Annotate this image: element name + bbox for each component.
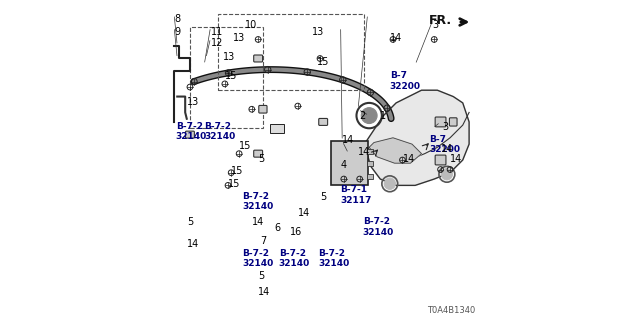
Text: 1: 1 (380, 111, 387, 121)
Text: 3: 3 (442, 122, 448, 132)
Text: 14: 14 (450, 154, 462, 164)
Text: B-7
32200: B-7 32200 (390, 71, 420, 91)
Bar (218, 14, 364, 90)
FancyBboxPatch shape (253, 150, 262, 157)
Text: T0A4B1340: T0A4B1340 (427, 307, 476, 316)
Text: 3: 3 (433, 20, 439, 30)
Text: 5: 5 (258, 271, 264, 281)
FancyBboxPatch shape (319, 118, 328, 125)
Polygon shape (369, 138, 422, 163)
Text: B-7-1
32117: B-7-1 32117 (340, 185, 372, 205)
Circle shape (441, 169, 452, 180)
Circle shape (361, 108, 377, 124)
FancyBboxPatch shape (186, 131, 195, 138)
Polygon shape (364, 90, 469, 185)
Text: 11: 11 (211, 27, 223, 37)
Text: 5: 5 (320, 192, 326, 202)
Text: 14: 14 (258, 287, 270, 297)
Text: 5: 5 (187, 217, 193, 227)
Bar (270, 124, 284, 133)
Text: B-7-2
32140: B-7-2 32140 (204, 122, 236, 141)
Text: 14: 14 (342, 135, 355, 145)
Text: 7: 7 (260, 236, 266, 246)
Text: 13: 13 (233, 33, 245, 43)
Text: 15: 15 (228, 179, 241, 189)
Text: 15: 15 (225, 71, 237, 81)
Text: 15: 15 (231, 166, 244, 176)
Text: 16: 16 (290, 227, 302, 236)
Text: 14: 14 (358, 147, 371, 157)
Text: 14: 14 (298, 208, 310, 218)
Bar (367, 174, 372, 179)
FancyBboxPatch shape (331, 141, 367, 185)
Text: 14: 14 (390, 33, 402, 43)
Text: 6: 6 (274, 223, 280, 234)
Bar (190, 27, 263, 128)
Text: 13: 13 (223, 52, 236, 62)
Text: B-7-2
32140: B-7-2 32140 (279, 249, 310, 268)
Text: 14: 14 (440, 144, 452, 154)
Text: 5: 5 (258, 154, 264, 164)
Text: 14: 14 (252, 217, 264, 227)
Text: 10: 10 (246, 20, 258, 30)
FancyBboxPatch shape (259, 105, 267, 113)
FancyBboxPatch shape (449, 118, 457, 126)
Text: 15: 15 (317, 57, 329, 67)
Text: B-7
32200: B-7 32200 (429, 135, 460, 154)
Text: B-7-2
32140: B-7-2 32140 (319, 249, 349, 268)
Text: 14: 14 (403, 154, 415, 164)
Text: 9: 9 (174, 27, 180, 37)
Text: 8: 8 (174, 14, 180, 24)
Bar (367, 148, 372, 154)
Circle shape (384, 178, 396, 189)
Text: B-7-2
32140: B-7-2 32140 (243, 192, 273, 211)
FancyBboxPatch shape (435, 117, 446, 127)
Bar (367, 161, 372, 166)
Text: 13: 13 (312, 27, 324, 37)
Text: FR.: FR. (429, 14, 452, 27)
Text: 14: 14 (187, 239, 199, 249)
Text: B-7-2
32140: B-7-2 32140 (175, 122, 207, 141)
Text: B-7-2
32140: B-7-2 32140 (363, 217, 394, 236)
FancyBboxPatch shape (253, 55, 262, 62)
FancyBboxPatch shape (435, 155, 446, 165)
Text: 12: 12 (211, 38, 223, 48)
Text: 2: 2 (360, 111, 366, 121)
Text: 4: 4 (340, 160, 347, 170)
Text: 13: 13 (187, 97, 199, 107)
Text: 15: 15 (239, 141, 252, 151)
Text: B-7-2
32140: B-7-2 32140 (243, 249, 273, 268)
